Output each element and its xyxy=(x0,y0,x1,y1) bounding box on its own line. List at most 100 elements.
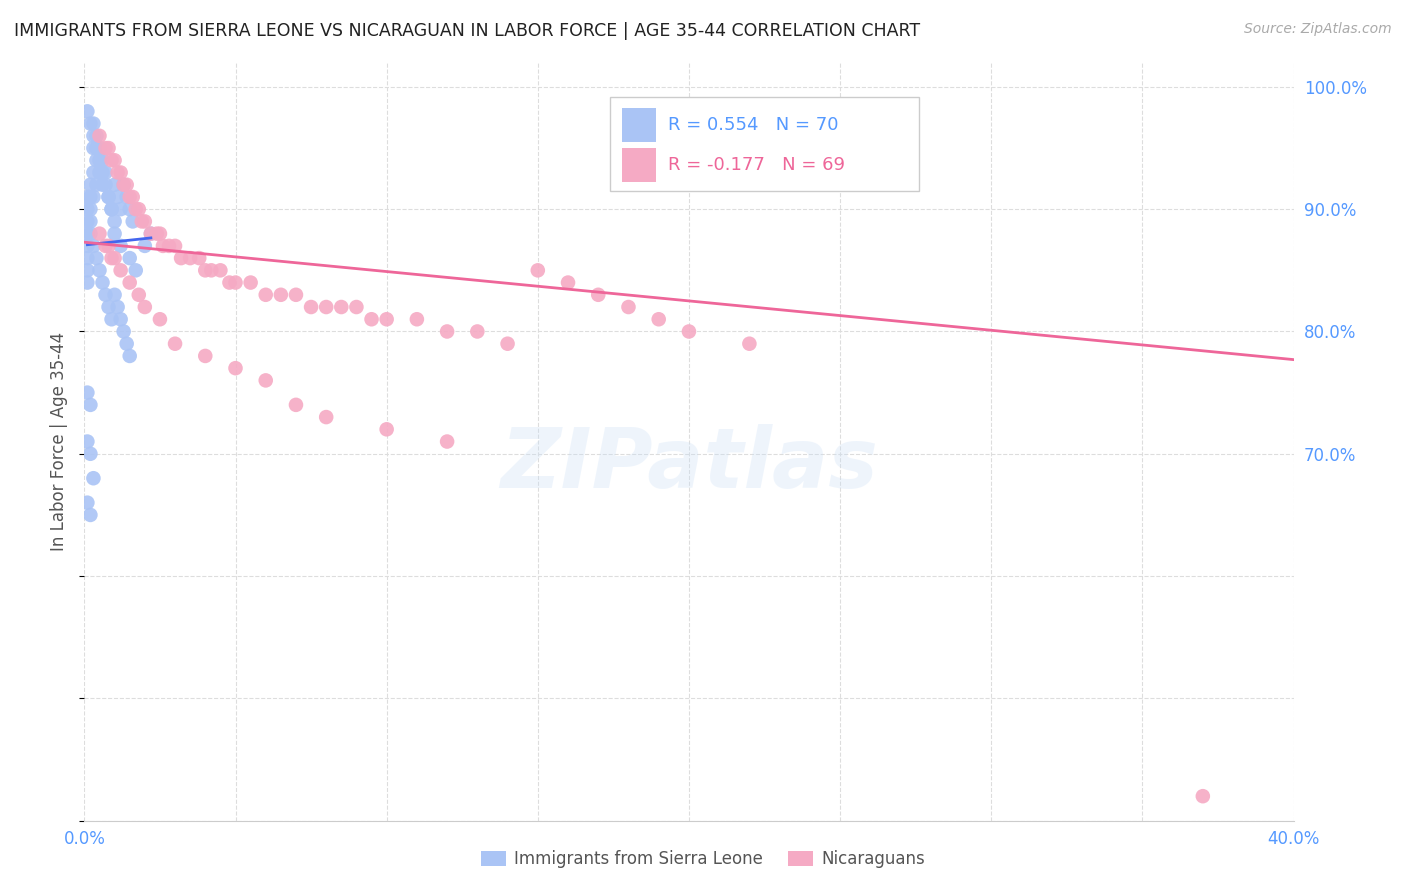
Point xyxy=(89,141,111,155)
Point xyxy=(285,287,308,301)
Point xyxy=(125,202,148,217)
Point xyxy=(79,202,101,217)
Point xyxy=(100,202,122,217)
Point xyxy=(97,239,120,253)
Point xyxy=(527,263,550,277)
Point xyxy=(588,287,610,301)
Point xyxy=(86,178,108,192)
Point xyxy=(165,239,187,253)
Point xyxy=(315,300,337,314)
Point xyxy=(107,300,129,314)
Text: ZIPatlas: ZIPatlas xyxy=(501,424,877,505)
Point xyxy=(121,214,143,228)
Point xyxy=(346,300,368,314)
Point xyxy=(76,104,98,119)
Point xyxy=(112,325,135,339)
Point xyxy=(76,496,98,510)
Text: Source: ZipAtlas.com: Source: ZipAtlas.com xyxy=(1244,22,1392,37)
Point xyxy=(91,165,114,179)
Point xyxy=(557,276,579,290)
Point xyxy=(134,300,156,314)
Point xyxy=(118,349,141,363)
Point xyxy=(225,361,247,376)
Point xyxy=(89,165,111,179)
Point xyxy=(139,227,162,241)
Text: IMMIGRANTS FROM SIERRA LEONE VS NICARAGUAN IN LABOR FORCE | AGE 35-44 CORRELATIO: IMMIGRANTS FROM SIERRA LEONE VS NICARAGU… xyxy=(14,22,920,40)
Point xyxy=(315,410,337,425)
Point xyxy=(100,312,122,326)
Point xyxy=(406,312,429,326)
Point xyxy=(149,227,172,241)
Point xyxy=(436,325,458,339)
Point xyxy=(194,349,217,363)
Point xyxy=(100,153,122,168)
Point xyxy=(94,287,117,301)
Point xyxy=(97,300,120,314)
Point xyxy=(104,214,127,228)
Point xyxy=(86,128,108,143)
Point xyxy=(496,336,519,351)
Point xyxy=(134,239,156,253)
Point xyxy=(86,251,108,265)
Point xyxy=(91,178,114,192)
Point xyxy=(76,214,98,228)
Point xyxy=(91,153,114,168)
Point xyxy=(82,141,104,155)
Point xyxy=(118,202,141,217)
Point xyxy=(128,287,150,301)
Point xyxy=(79,178,101,192)
Point xyxy=(617,300,640,314)
Point xyxy=(86,153,108,168)
Point xyxy=(79,227,101,241)
Point xyxy=(110,202,132,217)
Point xyxy=(118,276,141,290)
Point xyxy=(76,190,98,204)
Point xyxy=(218,276,240,290)
Point xyxy=(375,312,398,326)
Point xyxy=(79,508,101,522)
Point xyxy=(200,263,222,277)
Point xyxy=(131,214,153,228)
Point xyxy=(115,178,138,192)
Point xyxy=(104,287,127,301)
Point xyxy=(79,447,101,461)
Point xyxy=(648,312,671,326)
Point xyxy=(110,165,132,179)
Point xyxy=(76,202,98,217)
Point xyxy=(76,251,98,265)
Point xyxy=(678,325,700,339)
Point xyxy=(79,214,101,228)
Point xyxy=(121,190,143,204)
Point xyxy=(91,276,114,290)
Point xyxy=(107,190,129,204)
Point xyxy=(100,202,122,217)
Point xyxy=(170,251,193,265)
Point xyxy=(330,300,353,314)
Point xyxy=(375,422,398,436)
Point xyxy=(165,336,187,351)
Point xyxy=(89,263,111,277)
Point xyxy=(107,165,129,179)
Point xyxy=(82,190,104,204)
Point xyxy=(467,325,489,339)
Point xyxy=(115,336,138,351)
Point xyxy=(299,300,322,314)
Point xyxy=(104,178,127,192)
Text: R = -0.177   N = 69: R = -0.177 N = 69 xyxy=(668,156,845,174)
Point xyxy=(76,276,98,290)
Point xyxy=(76,239,98,253)
Point xyxy=(100,251,122,265)
Point xyxy=(188,251,211,265)
Point xyxy=(104,153,127,168)
Point xyxy=(149,312,172,326)
Point xyxy=(97,190,120,204)
Point xyxy=(82,117,104,131)
Text: 0.0%: 0.0% xyxy=(63,830,105,848)
Point xyxy=(115,190,138,204)
Point xyxy=(76,434,98,449)
Point xyxy=(125,263,148,277)
Point xyxy=(82,239,104,253)
Point xyxy=(139,227,162,241)
Point xyxy=(76,385,98,400)
Point xyxy=(97,141,120,155)
